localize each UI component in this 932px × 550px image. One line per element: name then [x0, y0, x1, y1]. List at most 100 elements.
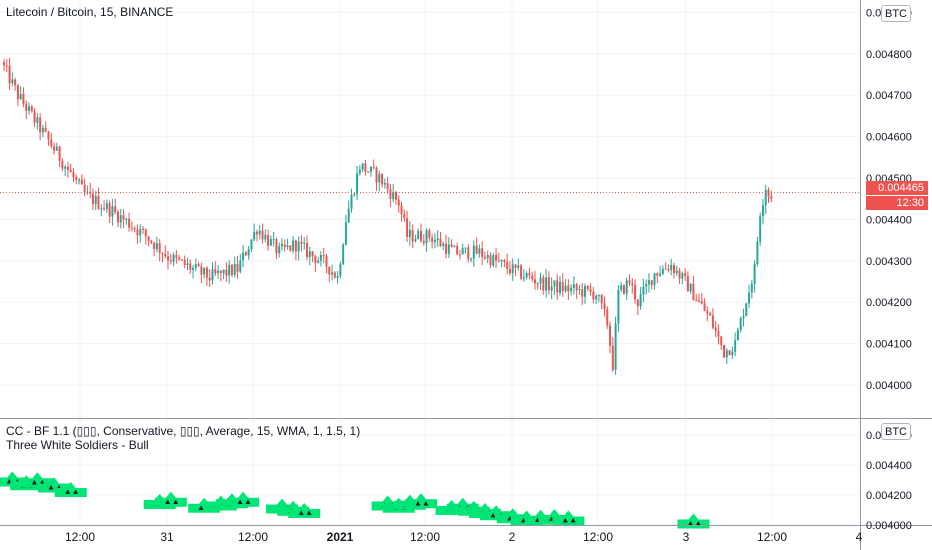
candle-body: [739, 318, 742, 330]
candle-body: [39, 117, 42, 133]
candle: [178, 255, 181, 261]
candle-body: [100, 208, 103, 210]
candle-body: [664, 268, 667, 270]
candle-body: [250, 239, 253, 250]
candle-body: [511, 264, 514, 274]
candle: [203, 267, 206, 279]
candle-body: [723, 344, 726, 358]
candle: [650, 280, 653, 290]
candle-body: [64, 166, 67, 169]
candle-body: [403, 214, 406, 219]
candle: [767, 187, 770, 203]
candle: [192, 264, 195, 279]
candle-body: [692, 283, 695, 301]
candle: [464, 247, 467, 254]
candle-body: [253, 231, 256, 240]
candle-body: [686, 275, 689, 292]
signal-glyph: ▲▲: [297, 508, 313, 517]
candle-body: [467, 247, 470, 260]
candle: [281, 238, 283, 251]
candle-body: [394, 192, 397, 200]
candle-body: [239, 260, 242, 272]
candle-body: [55, 146, 58, 151]
time-tick-label: 12:00: [238, 530, 268, 544]
candle-body: [275, 239, 278, 254]
candle: [200, 262, 203, 284]
candle: [647, 273, 650, 293]
time-tick-label: 12:00: [757, 530, 787, 544]
candle: [639, 286, 642, 310]
candle: [486, 250, 489, 264]
candle-body: [194, 264, 197, 268]
candle-body: [592, 291, 595, 300]
candle: [628, 274, 631, 286]
candle-body: [236, 263, 239, 272]
candle: [236, 256, 239, 279]
signal-shape: [154, 491, 187, 507]
currency-button[interactable]: BTC: [881, 5, 911, 22]
candle-body: [281, 244, 283, 247]
candle: [497, 252, 500, 263]
time-axis[interactable]: 12:00 31 12:00 2021 12:00 2 12:00 3 12:00 4: [65, 530, 863, 544]
candle: [314, 254, 317, 272]
candle: [283, 239, 286, 252]
candle-body: [319, 255, 322, 261]
candle: [19, 86, 22, 101]
candle-body: [389, 189, 392, 199]
candle: [211, 262, 214, 285]
signal-marker: ▲▲: [54, 482, 87, 497]
candle-body: [400, 205, 403, 215]
candle: [75, 174, 78, 185]
candle-body: [656, 273, 659, 276]
symbol-title[interactable]: Litecoin / Bitcoin, 15, BINANCE: [6, 5, 174, 19]
candle-body: [536, 283, 539, 285]
candle-body: [659, 273, 662, 276]
candle: [8, 57, 11, 90]
candle-body: [408, 229, 411, 237]
candle: [375, 166, 378, 191]
candle: [247, 245, 250, 260]
candle: [358, 165, 361, 176]
candle: [681, 271, 684, 285]
candle: [625, 277, 628, 301]
candle-body: [83, 184, 86, 193]
candle: [36, 113, 39, 130]
candle: [678, 267, 681, 284]
candle: [461, 243, 464, 255]
candle-body: [208, 277, 211, 281]
candle-body: [761, 205, 764, 217]
candle-body: [378, 173, 381, 183]
candle: [731, 346, 734, 359]
candle: [297, 236, 300, 261]
candle-body: [770, 196, 773, 199]
candle-body: [728, 350, 731, 355]
candle: [325, 254, 328, 274]
candle-body: [600, 295, 603, 304]
candle: [572, 276, 575, 295]
candle-body: [645, 284, 648, 287]
candle-body: [225, 269, 228, 276]
candle-body: [670, 264, 673, 271]
price-axis[interactable]: 0.004000 0.004100 0.004200 0.004300 0.004400…: [866, 7, 912, 532]
candle-body: [361, 163, 364, 170]
indicator-title[interactable]: CC - BF 1.1 (▯▯▯, Conservative, ▯▯▯, Ave…: [6, 424, 361, 438]
candle-body: [717, 331, 720, 337]
candle-body: [105, 203, 108, 209]
candle: [50, 133, 53, 149]
candle: [750, 279, 753, 299]
time-tick-label: 31: [160, 530, 174, 544]
candle: [753, 260, 756, 293]
candle-body: [197, 264, 200, 267]
candle: [670, 258, 673, 276]
indicator-currency-button[interactable]: BTC: [881, 423, 911, 440]
candle: [194, 258, 197, 272]
candle: [342, 242, 345, 266]
candle: [119, 208, 122, 229]
candle-body: [261, 230, 264, 240]
candle: [58, 145, 61, 167]
signal-glyph: ▲▲: [5, 477, 21, 486]
candle: [664, 262, 667, 270]
candle-body: [647, 280, 650, 285]
candle: [720, 336, 723, 350]
